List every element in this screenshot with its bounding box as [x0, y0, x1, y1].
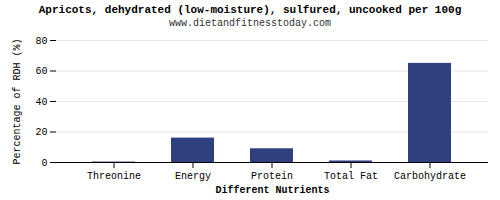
svg-text:Total Fat: Total Fat — [324, 171, 378, 182]
svg-text:80: 80 — [35, 36, 47, 47]
svg-text:Threonine: Threonine — [87, 171, 141, 182]
html-text:www.dietandfitnesstoday.com: www.dietandfitnesstoday.com — [169, 18, 331, 29]
svg-text:Energy: Energy — [175, 171, 211, 182]
html-text:Apricots, dehydrated (low-mois: Apricots, dehydrated (low-moisture), sul… — [38, 4, 462, 16]
svg-text:20: 20 — [35, 127, 47, 138]
svg-text:Percentage of RDH (%): Percentage of RDH (%) — [12, 38, 23, 164]
svg-text:60: 60 — [35, 66, 47, 77]
svg-text:Different Nutrients: Different Nutrients — [215, 185, 329, 196]
svg-text:40: 40 — [35, 97, 47, 108]
svg-text:0: 0 — [41, 158, 47, 169]
svg-text:Carbohydrate: Carbohydrate — [394, 171, 466, 182]
svg-text:Protein: Protein — [251, 171, 293, 182]
